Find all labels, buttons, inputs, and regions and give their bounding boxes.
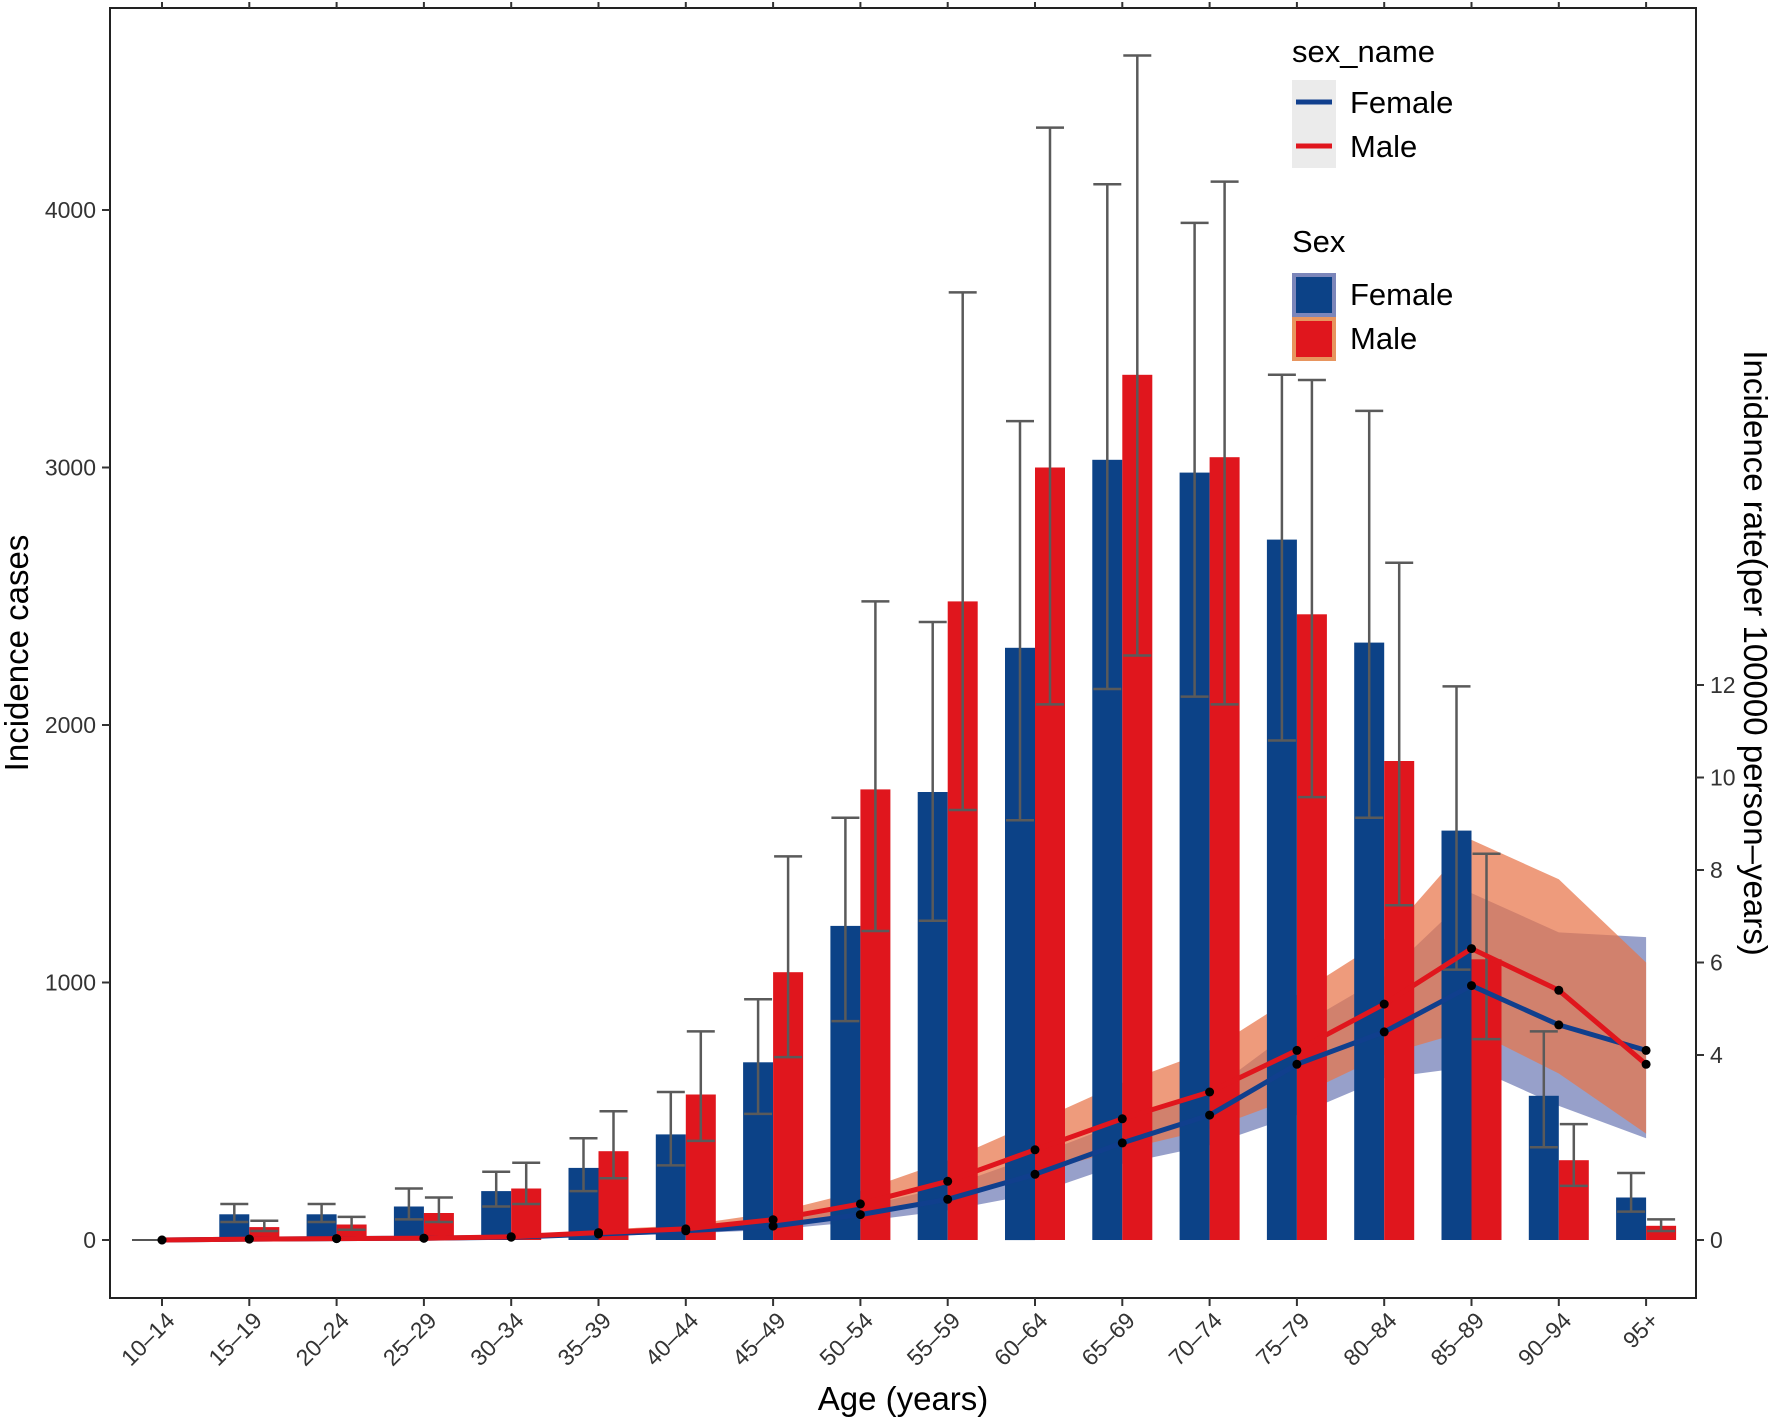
- rate-lines: [161, 946, 1648, 1243]
- y2-tick-label-2: 6: [1710, 950, 1723, 976]
- y2-tick-label-5: 12: [1710, 672, 1736, 698]
- legend-lines-female-label: Female: [1350, 85, 1453, 120]
- errorbar-female-7: [744, 997, 773, 1116]
- y-tick-label-1: 1000: [45, 970, 96, 996]
- point-female-9: [943, 1194, 953, 1204]
- point-female-16: [1554, 1020, 1564, 1030]
- point-male-11: [1117, 1114, 1127, 1124]
- errorbar-male-17: [1647, 1218, 1676, 1233]
- errorbar-female-8: [831, 816, 860, 1023]
- legend-swatch-female: [1292, 273, 1336, 317]
- errorbar-female-14: [1355, 409, 1384, 819]
- errorbar-female-2: [307, 1202, 336, 1224]
- legend-sex-name: sex_name Female Male: [1292, 34, 1453, 168]
- errorbar-male-11: [1123, 54, 1152, 657]
- errorbar-female-11: [1093, 183, 1122, 691]
- bar-male-17: [1646, 1225, 1677, 1240]
- rate-points: [157, 944, 1651, 1245]
- errorbar-female-4: [482, 1170, 511, 1208]
- point-female-7: [768, 1221, 778, 1231]
- errorbar-male-3: [424, 1196, 453, 1224]
- legend-swatch-male: [1292, 317, 1336, 361]
- y2-axis-title: Incidence rate(per 100000 person–years): [1737, 350, 1772, 955]
- point-male-2: [332, 1234, 342, 1244]
- point-female-14: [1379, 1027, 1389, 1037]
- point-male-16: [1554, 985, 1564, 995]
- point-female-17: [1641, 1045, 1651, 1055]
- errorbar-female-1: [220, 1202, 249, 1224]
- errorbar-female-10: [1006, 419, 1034, 822]
- point-female-8: [855, 1210, 865, 1220]
- errorbar-male-13: [1297, 378, 1326, 799]
- band-male: [162, 839, 1647, 1240]
- point-female-11: [1117, 1138, 1127, 1148]
- point-male-5: [594, 1228, 603, 1238]
- rate-bands: [162, 839, 1647, 1240]
- legend-lines-male-label: Male: [1350, 129, 1417, 164]
- panel-border: [109, 7, 1697, 1299]
- y2-tick-label-4: 10: [1710, 765, 1736, 791]
- y-axis-title: Incidence cases: [0, 535, 35, 772]
- legend-bars-title: Sex: [1292, 224, 1346, 259]
- errorbar-male-15: [1472, 852, 1501, 1041]
- errorbar-female-5: [569, 1137, 598, 1193]
- point-male-8: [855, 1199, 865, 1209]
- legend-sex: Sex Female Male: [1292, 224, 1453, 361]
- errorbar-female-12: [1180, 221, 1209, 698]
- errorbar-female-15: [1442, 685, 1471, 971]
- point-male-1: [244, 1234, 254, 1244]
- point-female-12: [1205, 1110, 1215, 1120]
- errorbars-layer: [220, 54, 1676, 1233]
- point-male-10: [1030, 1145, 1040, 1155]
- errorbar-female-13: [1267, 373, 1296, 742]
- point-female-10: [1030, 1169, 1040, 1179]
- errorbar-male-8: [861, 600, 890, 933]
- errorbar-male-6: [686, 1030, 715, 1143]
- point-male-7: [768, 1215, 778, 1225]
- errorbar-male-7: [774, 855, 803, 1059]
- errorbar-female-3: [394, 1187, 423, 1221]
- y2-tick-label-0: 0: [1710, 1227, 1723, 1253]
- y-tick-label-0: 0: [83, 1227, 96, 1253]
- y2-tick-label-1: 4: [1710, 1042, 1723, 1068]
- x-axis-title: Age (years): [818, 1380, 989, 1417]
- line-male: [161, 946, 1648, 1243]
- errorbar-female-16: [1529, 1030, 1558, 1149]
- errorbar-male-9: [948, 291, 977, 812]
- errorbar-male-12: [1210, 180, 1239, 706]
- legend-lines-title: sex_name: [1292, 34, 1435, 69]
- y-tick-label-3: 3000: [45, 455, 96, 481]
- errorbar-male-4: [512, 1161, 541, 1206]
- errorbar-female-6: [656, 1090, 685, 1167]
- point-male-14: [1379, 999, 1389, 1009]
- y-tick-label-4: 4000: [45, 197, 96, 223]
- point-male-6: [681, 1224, 691, 1234]
- errorbar-male-1: [250, 1219, 279, 1233]
- point-male-13: [1292, 1045, 1302, 1055]
- y2-tick-label-3: 8: [1710, 857, 1723, 883]
- errorbar-male-5: [599, 1110, 628, 1180]
- point-female-13: [1292, 1059, 1302, 1069]
- point-male-15: [1467, 944, 1476, 954]
- errorbar-female-17: [1617, 1171, 1646, 1213]
- errorbar-male-14: [1385, 561, 1414, 907]
- errorbar-female-9: [918, 620, 947, 922]
- point-male-9: [943, 1176, 953, 1186]
- point-male-0: [157, 1235, 167, 1245]
- point-female-15: [1467, 981, 1476, 991]
- point-male-17: [1641, 1059, 1651, 1069]
- legend-bars-male-label: Male: [1350, 321, 1417, 356]
- legend-bars-female-label: Female: [1350, 277, 1453, 312]
- point-male-12: [1205, 1087, 1215, 1097]
- errorbar-male-10: [1036, 126, 1064, 706]
- errorbar-male-2: [337, 1215, 366, 1231]
- point-male-3: [419, 1233, 429, 1243]
- point-male-4: [506, 1232, 516, 1242]
- y-tick-label-2: 2000: [45, 712, 96, 738]
- errorbar-male-16: [1559, 1122, 1588, 1188]
